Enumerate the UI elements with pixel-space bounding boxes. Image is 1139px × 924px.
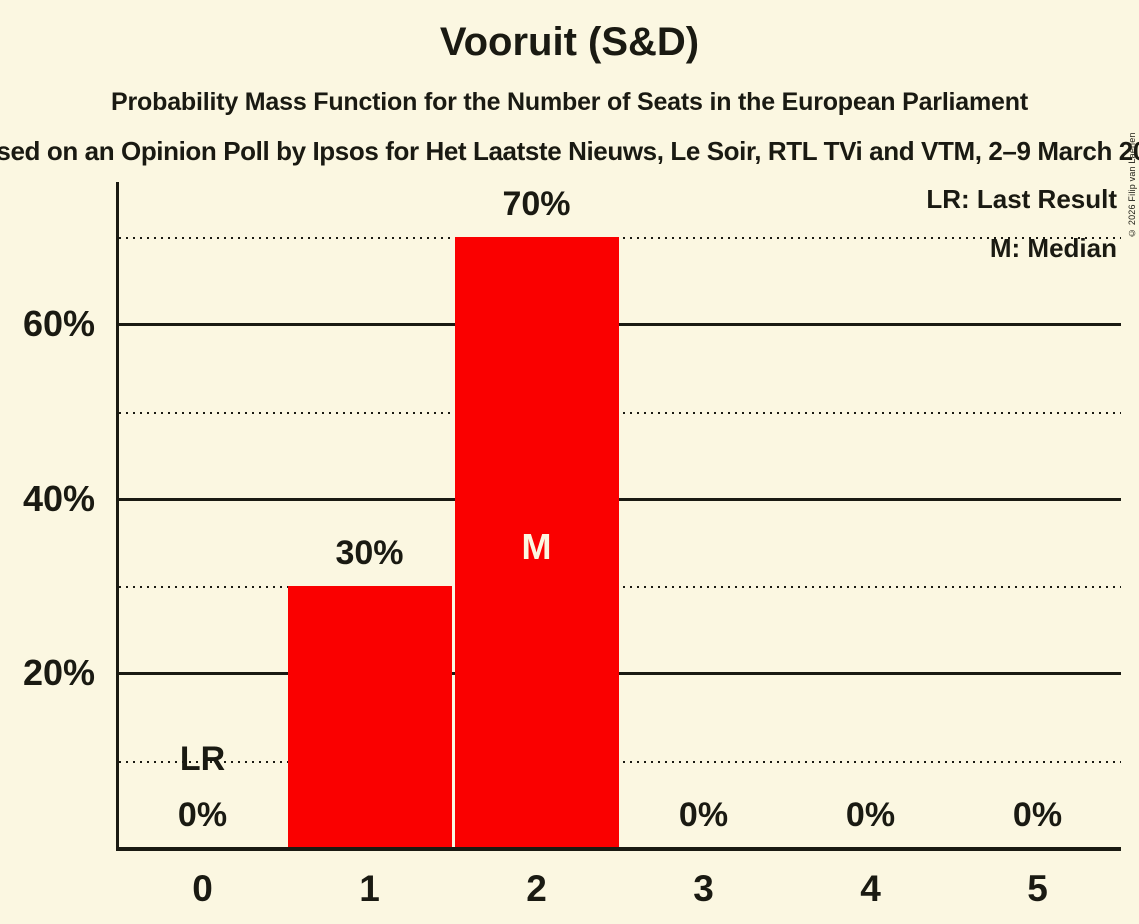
x-tick-label-5: 5: [1027, 868, 1048, 909]
x-tick-label-0: 0: [192, 868, 213, 909]
chart-source-line: Based on an Opinion Poll by Ipsos for He…: [0, 136, 1139, 166]
y-axis-line: [116, 182, 119, 851]
chart-title: Vooruit (S&D): [439, 20, 700, 64]
bar-seat-1: [287, 586, 452, 848]
gridline-dotted-50pct: [119, 411, 1121, 414]
copyright-notice: © 2026 Filip van Laenen: [1127, 132, 1137, 238]
y-axis-label-60pct: 60%: [22, 303, 95, 345]
bar-label-seat-2: 70%: [502, 185, 571, 223]
legend-last-result: LR: Last Result: [926, 184, 1117, 214]
gridline-dotted-70pct: [119, 237, 1121, 239]
median-marker: M: [521, 526, 552, 567]
gridline-solid-40pct: [119, 497, 1121, 501]
y-axis-label-40pct: 40%: [22, 477, 95, 519]
x-axis-line: [116, 847, 1121, 851]
last-result-marker: LR: [179, 740, 226, 778]
gridline-solid-60pct: [119, 323, 1121, 327]
x-tick-label-4: 4: [860, 868, 881, 909]
bar-seat-2: [454, 237, 619, 848]
legend-median: M: Median: [989, 233, 1117, 263]
x-tick-label-2: 2: [526, 868, 547, 909]
bar-label-seat-3: 0%: [678, 796, 729, 834]
x-tick-label-3: 3: [693, 868, 714, 909]
gridline-dotted-30pct: [119, 586, 1121, 589]
bar-label-seat-4: 0%: [845, 796, 896, 834]
gridline-solid-20pct: [119, 672, 1121, 676]
chart-subtitle: Probability Mass Function for the Number…: [111, 88, 1028, 116]
bar-label-seat-1: 30%: [335, 534, 404, 573]
y-axis-label-20pct: 20%: [22, 652, 95, 694]
x-tick-label-1: 1: [359, 868, 380, 909]
bar-label-seat-5: 0%: [1012, 796, 1063, 834]
gridline-dotted-10pct: [119, 760, 1121, 763]
bar-label-seat-0: 0%: [177, 796, 228, 834]
plot-area: [116, 182, 1121, 851]
